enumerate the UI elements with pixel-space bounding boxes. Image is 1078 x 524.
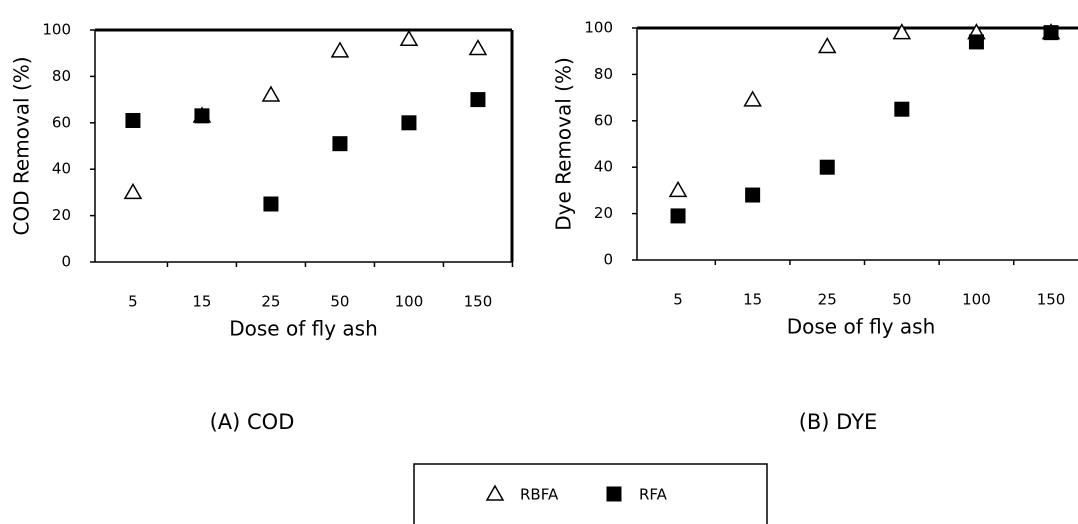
x-tick-label: 150 xyxy=(1037,291,1066,309)
x-tick-label: 5 xyxy=(673,291,683,309)
point xyxy=(401,115,417,131)
point xyxy=(123,182,143,200)
point xyxy=(968,34,984,50)
x-axis-title: Dose of fly ash xyxy=(229,317,378,341)
caption: (A) COD xyxy=(210,410,295,434)
point xyxy=(194,108,210,124)
point xyxy=(332,136,348,152)
point xyxy=(894,101,910,117)
legend-box xyxy=(413,463,768,524)
point xyxy=(817,37,837,54)
point xyxy=(668,180,688,198)
caption: (B) DYE xyxy=(799,410,878,434)
point xyxy=(670,208,686,224)
y-tick-label: 0 xyxy=(603,251,613,269)
y-tick-label: 40 xyxy=(594,158,613,176)
y-tick-label: 80 xyxy=(594,65,613,83)
y-tick-label: 20 xyxy=(594,204,613,222)
y-tick-label: 100 xyxy=(584,19,613,37)
y-tick-label: 0 xyxy=(61,253,71,271)
legend-label: RBFA xyxy=(520,486,559,504)
x-tick-label: 25 xyxy=(818,291,837,309)
point xyxy=(470,92,486,108)
y-axis-title: COD Removal (%) xyxy=(10,56,34,235)
x-tick-label: 100 xyxy=(962,291,991,309)
legend-marker xyxy=(485,484,505,501)
point xyxy=(743,90,762,107)
point xyxy=(261,85,281,102)
point xyxy=(819,159,835,175)
x-axis-title: Dose of fly ash xyxy=(787,315,936,339)
legend-marker xyxy=(606,486,622,502)
x-tick-label: 150 xyxy=(464,293,493,311)
x-tick-label: 100 xyxy=(395,293,424,311)
y-axis-title: Dye Removal (%) xyxy=(552,57,576,231)
x-tick-label: 15 xyxy=(192,293,211,311)
point xyxy=(468,39,488,56)
x-tick-label: 50 xyxy=(892,291,911,309)
y-tick-label: 40 xyxy=(52,160,71,178)
y-tick-label: 80 xyxy=(52,67,71,85)
y-tick-label: 20 xyxy=(52,206,71,224)
point xyxy=(125,112,141,128)
x-tick-label: 50 xyxy=(330,293,349,311)
x-tick-label: 25 xyxy=(261,293,280,311)
point xyxy=(745,187,761,203)
y-tick-label: 60 xyxy=(594,111,613,129)
legend-label: RFA xyxy=(639,486,668,504)
point xyxy=(892,23,912,40)
y-tick-label: 60 xyxy=(52,113,71,131)
x-tick-label: 5 xyxy=(128,293,138,311)
x-tick-label: 15 xyxy=(743,291,762,309)
point xyxy=(330,41,350,58)
point xyxy=(399,29,419,47)
point xyxy=(1043,25,1059,41)
y-tick-label: 100 xyxy=(42,21,71,39)
point xyxy=(263,196,279,212)
